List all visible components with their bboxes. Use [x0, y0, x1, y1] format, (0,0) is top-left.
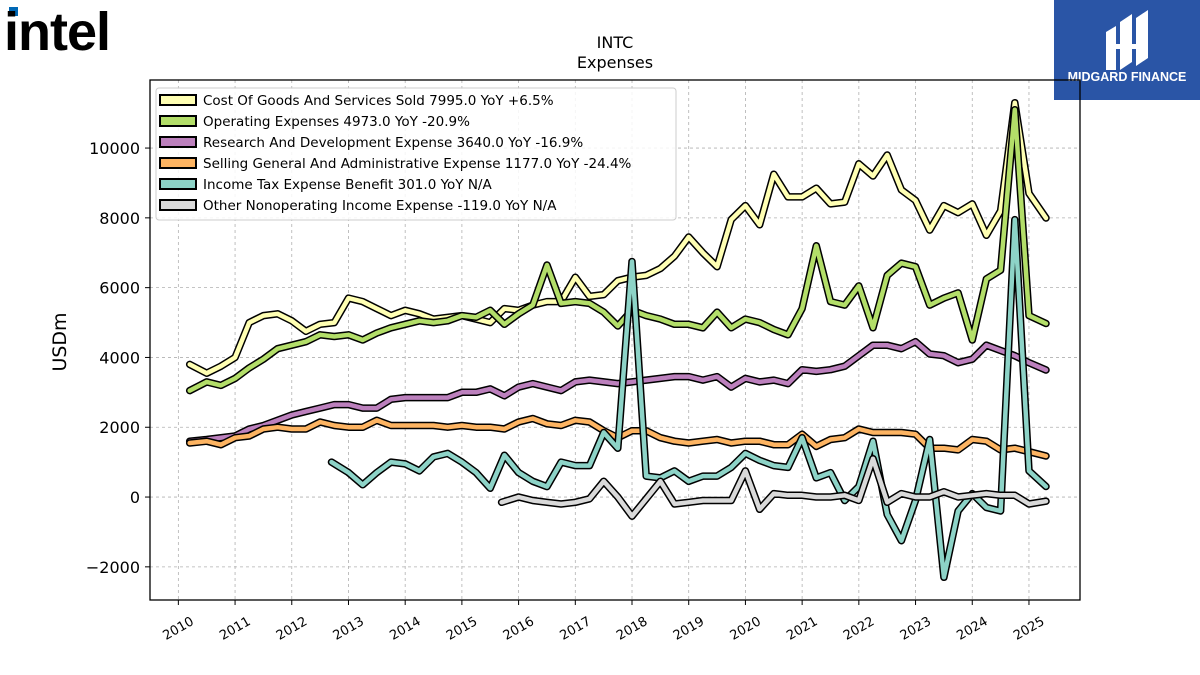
y-tick-label: −2000 [86, 558, 140, 577]
series-line [499, 456, 1049, 519]
chart-title: INTC [597, 33, 634, 52]
legend-swatch [159, 94, 197, 106]
x-tick-label: 2022 [841, 614, 877, 644]
y-tick-label: 2000 [99, 418, 140, 437]
midgard-finance-logo: MIDGARD FINANCE [1054, 0, 1200, 100]
series-line [187, 100, 1049, 376]
x-tick-label: 2013 [331, 614, 367, 644]
legend-entry: Operating Expenses 4973.0 YoY -20.9% [203, 114, 470, 130]
y-tick-label: 8000 [99, 209, 140, 228]
legend-entry: Income Tax Expense Benefit 301.0 YoY N/A [203, 177, 492, 193]
legend-swatch [159, 199, 197, 211]
series-lines [185, 98, 1050, 582]
midgard-finance-logo-text: MIDGARD FINANCE [1068, 70, 1187, 84]
series-line [187, 339, 1049, 444]
legend-entry: Cost Of Goods And Services Sold 7995.0 Y… [203, 93, 554, 109]
intel-logo: intel [4, 2, 111, 60]
legend-entry: Research And Development Expense 3640.0 … [203, 135, 583, 151]
legend-entry: Selling General And Administrative Expen… [203, 156, 632, 172]
x-tick-label: 2023 [898, 614, 934, 644]
x-tick-label: 2016 [501, 614, 537, 644]
x-tick-label: 2010 [161, 614, 197, 644]
x-tick-label: 2017 [557, 614, 593, 644]
x-tick-label: 2021 [784, 614, 820, 644]
legend-swatch [159, 136, 197, 148]
x-tick-label: 2025 [1011, 614, 1047, 644]
x-tick-label: 2024 [954, 614, 990, 644]
legend-entry: Other Nonoperating Income Expense -119.0… [203, 198, 557, 214]
plot-frame [149, 79, 1081, 601]
y-tick-label: 4000 [99, 348, 140, 367]
legend-box [155, 87, 677, 221]
x-tick-label: 2014 [387, 614, 423, 644]
x-tick-label: 2015 [444, 614, 480, 644]
x-tick-label: 2018 [614, 614, 650, 644]
x-tick-label: 2012 [274, 614, 310, 644]
intel-logo-text: intel [4, 2, 110, 60]
x-tick-label: 2020 [728, 614, 764, 644]
y-axis-label: USDm [49, 312, 71, 371]
legend: Cost Of Goods And Services Sold 7995.0 Y… [155, 87, 677, 221]
x-tick-label: 2019 [671, 614, 707, 644]
legend-swatch [159, 178, 197, 190]
series-line [187, 107, 1049, 393]
x-tick-label: 2011 [217, 614, 253, 644]
legend-swatch [159, 115, 197, 127]
chart-subtitle: Expenses [577, 53, 653, 72]
legend-swatch [159, 157, 197, 169]
series-line [329, 217, 1049, 580]
y-tick-label: 10000 [89, 139, 140, 158]
y-tick-label: 0 [130, 488, 140, 507]
y-tick-label: 6000 [99, 279, 140, 298]
